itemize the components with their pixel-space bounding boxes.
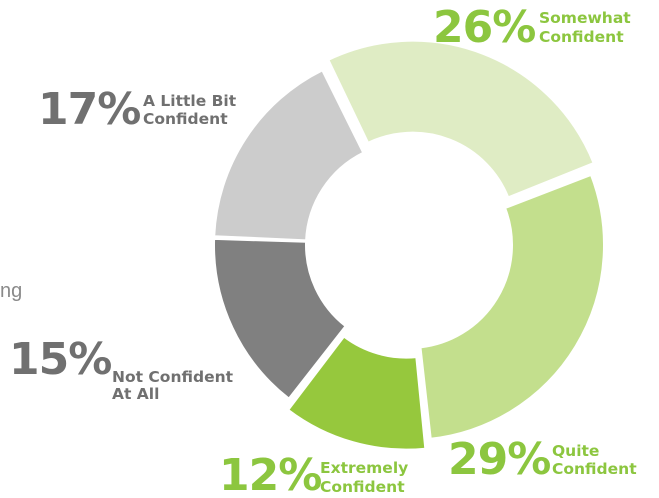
label-somewhat-confident: 26% Somewhat Confident — [433, 2, 631, 53]
slice-not — [213, 237, 347, 400]
percent-quite-confident: 29% — [448, 434, 550, 485]
donut-slices — [213, 39, 605, 451]
percent-extremely-confident: 12% — [219, 450, 321, 498]
label-somewhat-confident-line2: Confident — [539, 28, 624, 46]
label-quite-confident-line1: Quite — [552, 442, 599, 460]
label-quite-confident-line2: Confident — [552, 460, 637, 478]
label-not-confident-at-all-line1: Not Confident — [112, 368, 234, 386]
slice-quite — [419, 173, 605, 440]
slice-little — [213, 68, 365, 242]
label-somewhat-confident-line1: Somewhat — [539, 9, 631, 27]
slice-somewhat — [327, 39, 595, 199]
slice-extremely — [286, 335, 427, 451]
label-not-confident-at-all: 15% Not Confident At All — [9, 334, 234, 403]
label-a-little-bit-confident-line2: Confident — [143, 110, 228, 128]
label-a-little-bit-confident-line1: A Little Bit — [143, 92, 237, 110]
label-not-confident-at-all-line2: At All — [112, 385, 159, 403]
label-a-little-bit-confident: 17% A Little Bit Confident — [38, 84, 237, 135]
label-quite-confident: 29% Quite Confident — [448, 434, 637, 485]
label-extremely-confident: 12% Extremely Confident — [219, 450, 408, 498]
percent-a-little-bit-confident: 17% — [38, 84, 140, 135]
text-fragment: ng — [0, 280, 22, 302]
percent-not-confident-at-all: 15% — [9, 334, 111, 385]
label-extremely-confident-line1: Extremely — [320, 459, 408, 477]
label-extremely-confident-line2: Confident — [320, 478, 405, 496]
percent-somewhat-confident: 26% — [433, 2, 535, 53]
